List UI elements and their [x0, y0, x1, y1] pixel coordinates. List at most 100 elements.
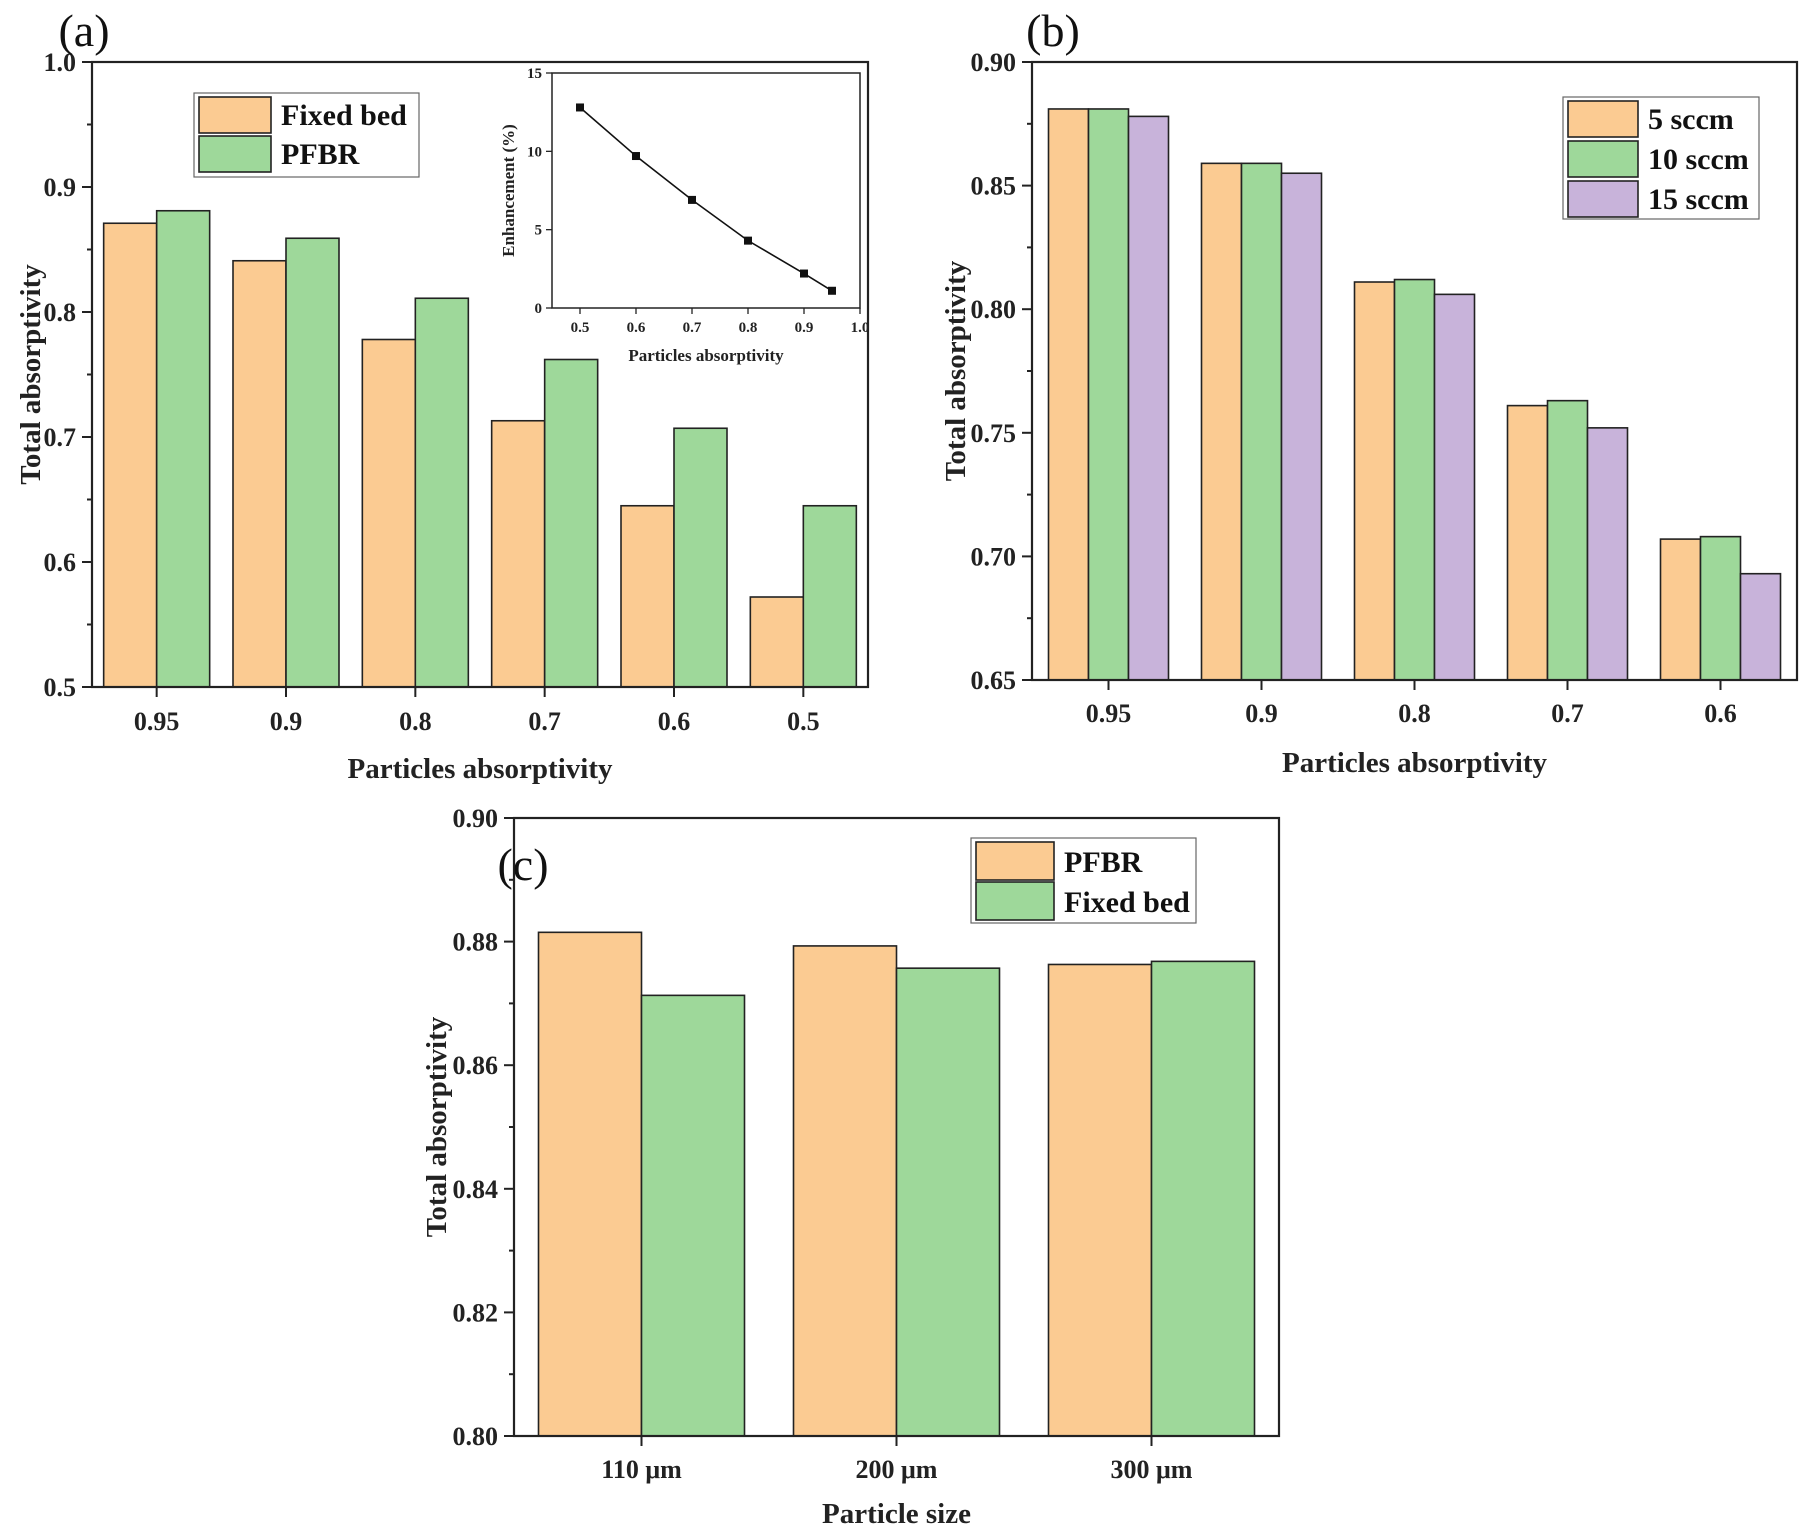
bar-fixed-bed-1	[895, 967, 1001, 1437]
inset-series-line	[579, 106, 833, 292]
bar-15-sccm-2	[1433, 293, 1476, 681]
bar-10-sccm-4	[1699, 535, 1742, 681]
inset-point-5	[828, 286, 836, 295]
y-tick-label: 0.6	[44, 548, 77, 577]
y-tick-label: 0.86	[453, 1051, 499, 1080]
bar-5-sccm-2	[1353, 281, 1396, 681]
y-tick-label: 0.85	[971, 172, 1017, 201]
inset-point-3	[744, 236, 752, 245]
x-tick-label: 0.9	[270, 707, 303, 736]
x-tick-label: 300 μm	[1111, 1455, 1193, 1484]
bar-pfbr-0	[537, 931, 643, 1437]
inset-point-4	[800, 269, 808, 278]
inset-x-tick-label: 1.0	[851, 320, 870, 336]
y-tick-label: 1.0	[44, 48, 77, 77]
x-tick-label: 0.9	[1245, 699, 1278, 728]
y-tick-label: 0.65	[971, 666, 1017, 695]
x-tick-label: 0.8	[399, 707, 432, 736]
legend-swatch	[1567, 100, 1639, 138]
inset-y-title: Enhancement (%)	[499, 124, 518, 257]
x-tick-label: 0.8	[1398, 699, 1431, 728]
bar-fixed-bed-4	[620, 504, 675, 688]
bar-10-sccm-2	[1393, 278, 1436, 681]
bar-15-sccm-3	[1586, 427, 1629, 681]
inset-y-tick-label: 15	[527, 66, 542, 82]
inset-x-tick-label: 0.8	[739, 320, 758, 336]
bar-5-sccm-4	[1659, 538, 1702, 681]
inset-point-0	[576, 103, 584, 112]
inset-x-title: Particles absorptivity	[628, 346, 784, 365]
y-tick-label: 0.70	[971, 542, 1017, 571]
x-tick-label: 0.7	[1551, 699, 1584, 728]
bar-15-sccm-0	[1127, 115, 1170, 681]
bar-pfbr-3	[543, 358, 599, 688]
bar-10-sccm-0	[1087, 108, 1130, 681]
inset-frame	[551, 72, 861, 309]
bar-pfbr-1	[792, 945, 898, 1437]
inset-y-tick-label: 10	[527, 144, 542, 160]
x-axis-title: Particle size	[822, 1498, 971, 1530]
legend-swatch	[198, 135, 272, 173]
legend-swatch	[1567, 180, 1639, 218]
legend-label: Fixed bed	[281, 99, 407, 132]
inset-point-1	[632, 152, 640, 161]
legend-label: PFBR	[1064, 846, 1143, 879]
y-tick-label: 0.90	[453, 804, 499, 833]
bar-pfbr-5	[802, 504, 858, 688]
bar-5-sccm-1	[1200, 162, 1243, 681]
legend-label: 10 sccm	[1648, 143, 1749, 176]
x-tick-label: 0.6	[1704, 699, 1737, 728]
bar-pfbr-4	[673, 427, 728, 688]
y-tick-label: 0.8	[44, 298, 77, 327]
legend-swatch	[198, 96, 272, 134]
x-axis-title: Particles absorptivity	[1282, 747, 1547, 779]
inset-point-2	[688, 195, 696, 204]
legend-swatch	[975, 841, 1055, 881]
y-tick-label: 0.80	[453, 1422, 499, 1451]
bar-fixed-bed-2	[1150, 960, 1256, 1437]
bar-10-sccm-1	[1240, 162, 1283, 681]
bar-pfbr-2	[1047, 963, 1153, 1437]
legend-swatch	[1567, 140, 1639, 178]
panel-label: (a)	[58, 5, 109, 56]
bar-fixed-bed-1	[232, 259, 287, 688]
x-tick-label: 0.6	[658, 707, 691, 736]
x-tick-label: 0.95	[1086, 699, 1132, 728]
panel-label: (c)	[497, 839, 548, 890]
inset-x-tick-label: 0.5	[571, 320, 590, 336]
bar-15-sccm-1	[1280, 172, 1323, 681]
bar-5-sccm-3	[1506, 404, 1549, 681]
inset-x-tick-label: 0.9	[795, 320, 814, 336]
bar-15-sccm-4	[1739, 572, 1782, 681]
x-tick-label: 200 μm	[856, 1455, 938, 1484]
y-tick-label: 0.90	[971, 48, 1017, 77]
inset-y-tick-label: 5	[535, 223, 543, 239]
inset-x-tick-label: 0.6	[627, 320, 646, 336]
legend-label: 5 sccm	[1648, 103, 1734, 136]
x-tick-label: 0.5	[787, 707, 820, 736]
inset-x-tick-label: 0.7	[683, 320, 702, 336]
bar-10-sccm-3	[1546, 399, 1589, 681]
bar-fixed-bed-3	[490, 419, 546, 688]
bar-fixed-bed-5	[749, 596, 805, 688]
y-tick-label: 0.88	[453, 928, 499, 957]
bar-pfbr-0	[155, 209, 211, 688]
panel-label: (b)	[1026, 5, 1080, 56]
bar-pfbr-2	[414, 297, 470, 688]
bar-fixed-bed-0	[102, 222, 158, 688]
y-tick-label: 0.7	[44, 423, 77, 452]
x-tick-label: 0.95	[134, 707, 180, 736]
legend-label: Fixed bed	[1064, 886, 1190, 919]
y-tick-label: 0.9	[44, 173, 77, 202]
legend-label: 15 sccm	[1648, 183, 1749, 216]
bar-pfbr-1	[285, 237, 340, 688]
y-axis-title: Total absorptivity	[15, 264, 47, 485]
bar-fixed-bed-0	[640, 994, 746, 1437]
y-tick-label: 0.82	[453, 1298, 499, 1327]
y-tick-label: 0.5	[44, 673, 77, 702]
y-tick-label: 0.84	[453, 1175, 499, 1204]
y-axis-title: Total absorptivity	[940, 260, 972, 481]
legend-swatch	[975, 881, 1055, 921]
x-axis-title: Particles absorptivity	[348, 753, 613, 785]
